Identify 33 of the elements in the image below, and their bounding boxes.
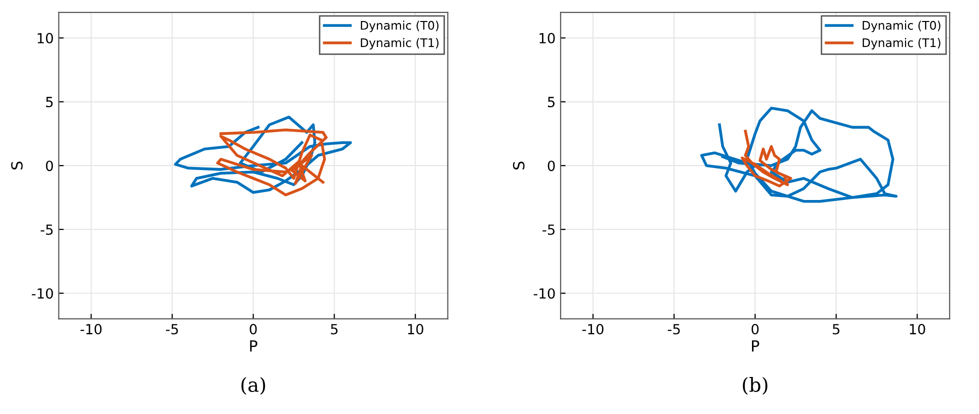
- x-tick-label: 5: [330, 324, 338, 334]
- text: (b): [742, 376, 768, 395]
- x-tick-label: -10: [80, 324, 102, 334]
- text: (a): [241, 376, 266, 395]
- y-axis-title: S: [512, 162, 525, 170]
- x-axis-title: P: [250, 340, 258, 352]
- y-tick-label: 5: [548, 96, 555, 108]
- line-series: [700, 106, 898, 203]
- legend-label: Dynamic (T0): [360, 20, 438, 32]
- y-tick-label: 10: [540, 32, 555, 44]
- x-tick-label: 10: [910, 324, 926, 334]
- x-tick-label: 10: [408, 324, 424, 334]
- y-tick-label: -10: [32, 288, 53, 299]
- line-series: [740, 130, 792, 188]
- y-tick-label: 0: [548, 160, 555, 172]
- x-tick-label: 0: [752, 324, 759, 334]
- y-tick-label: 5: [46, 96, 53, 108]
- y-tick-label: 10: [38, 32, 53, 44]
- x-tick-label: 5: [832, 324, 840, 334]
- x-axis-title: P: [752, 340, 760, 352]
- x-tick-label: -5: [166, 324, 178, 334]
- legend-label: Dynamic (T1): [862, 38, 940, 50]
- y-axis-title: S: [11, 162, 23, 170]
- y-tick-label: -10: [534, 288, 555, 299]
- x-tick-label: 0: [250, 324, 257, 334]
- line-series: [216, 128, 328, 196]
- y-tick-label: -5: [40, 224, 53, 235]
- x-tick-label: -5: [668, 324, 680, 334]
- legend-label: Dynamic (T1): [360, 38, 438, 50]
- y-tick-label: 0: [46, 160, 53, 172]
- legend-label: Dynamic (T0): [862, 20, 940, 32]
- x-tick-label: -10: [582, 324, 604, 334]
- y-tick-label: -5: [542, 224, 555, 235]
